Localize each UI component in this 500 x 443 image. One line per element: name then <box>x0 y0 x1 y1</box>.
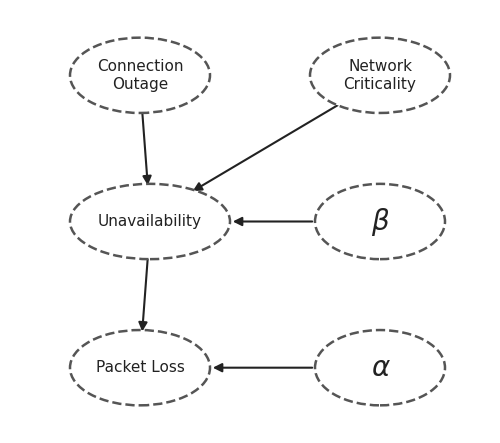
Text: Network
Criticality: Network Criticality <box>344 59 416 92</box>
Text: β: β <box>371 207 389 236</box>
Ellipse shape <box>310 38 450 113</box>
Text: Connection
Outage: Connection Outage <box>97 59 183 92</box>
Ellipse shape <box>70 38 210 113</box>
Ellipse shape <box>70 330 210 405</box>
Text: α: α <box>371 354 389 382</box>
Text: Packet Loss: Packet Loss <box>96 360 184 375</box>
Ellipse shape <box>70 184 230 259</box>
Ellipse shape <box>315 184 445 259</box>
Text: Unavailability: Unavailability <box>98 214 202 229</box>
Ellipse shape <box>315 330 445 405</box>
